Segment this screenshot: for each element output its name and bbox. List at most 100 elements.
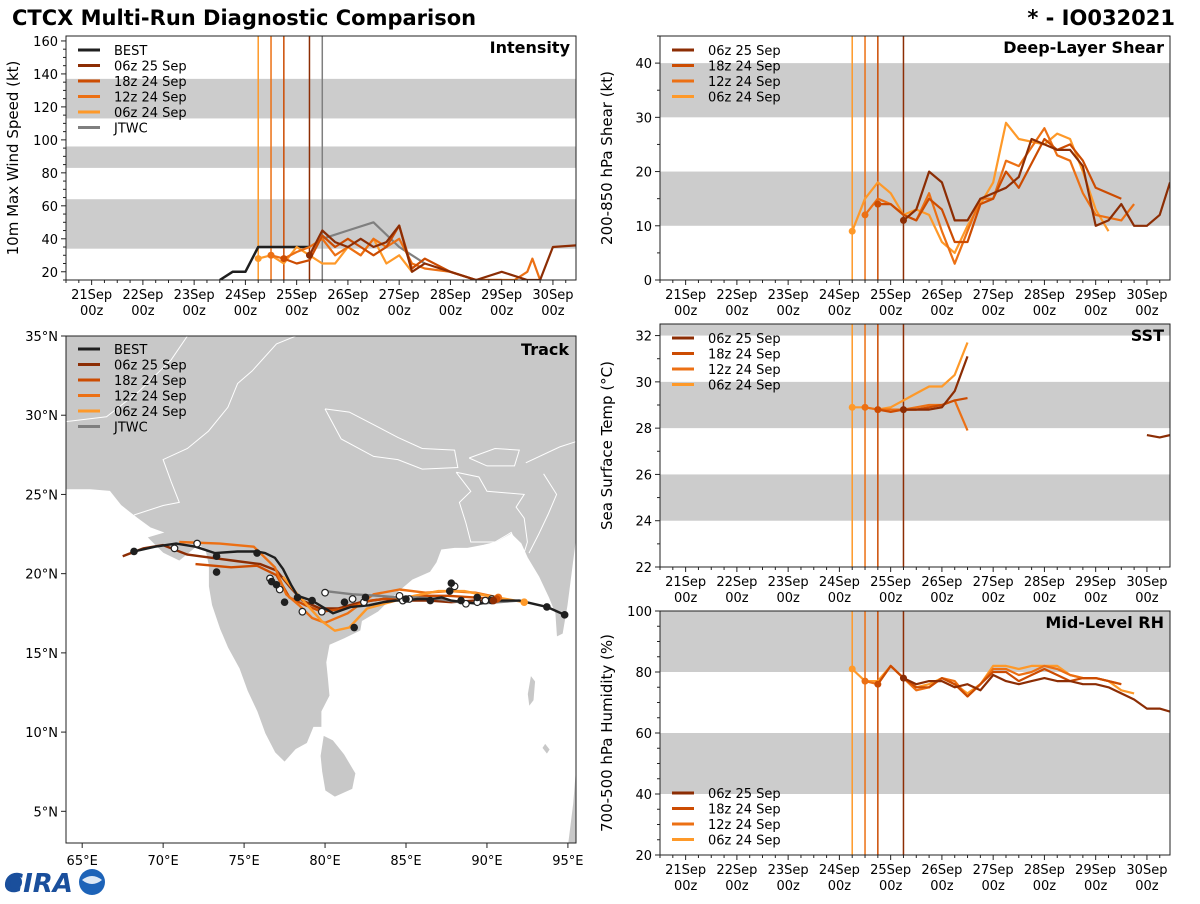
x-tick-hour: 00z: [674, 304, 698, 319]
best-point: [543, 603, 551, 611]
threshold-band: [660, 63, 1170, 118]
x-tick-day: 29Sep: [481, 288, 522, 303]
x-tick-day: 26Sep: [327, 288, 368, 303]
legend-label-run12z24: 12z 24 Sep: [708, 363, 781, 378]
init-point-run06z25: [305, 251, 313, 259]
legend-label-run06z24: 06z 24 Sep: [708, 834, 781, 849]
jtwc-point: [298, 607, 307, 616]
lon-tick-label: 85°E: [390, 854, 421, 869]
jtwc-point: [317, 607, 326, 616]
x-tick-day: 30Sep: [1126, 863, 1167, 878]
x-tick-day: 28Sep: [1024, 863, 1065, 878]
x-tick-hour: 00z: [336, 304, 360, 319]
legend-label-run06z25: 06z 25 Sep: [708, 787, 781, 802]
land-mainland: [66, 336, 576, 763]
legend-label-run06z25: 06z 25 Sep: [114, 359, 187, 374]
legend-label-jtwc: JTWC: [113, 122, 148, 137]
lon-tick-label: 80°E: [309, 854, 340, 869]
x-tick-hour: 00z: [725, 879, 749, 894]
x-tick-day: 25Sep: [870, 863, 911, 878]
best-point: [457, 596, 465, 605]
init-point-run06z25: [899, 216, 907, 224]
x-tick-day: 25Sep: [870, 288, 911, 303]
logo-globe-icon: [6, 874, 22, 890]
x-tick-day: 23Sep: [768, 575, 809, 590]
lon-tick-label: 70°E: [148, 854, 179, 869]
x-tick-day: 24Sep: [819, 863, 860, 878]
x-tick-day: 28Sep: [430, 288, 471, 303]
x-tick-hour: 00z: [776, 591, 800, 606]
init-point-run06z24: [254, 255, 262, 263]
y-tick-label: 10: [635, 220, 652, 235]
series-line-run18z24: [283, 224, 502, 280]
y-tick-label: 40: [41, 233, 58, 248]
land-nicobar: [541, 742, 551, 755]
series-group: [848, 664, 1170, 713]
best-point: [308, 596, 316, 605]
legend-label-run18z24: 18z 24 Sep: [708, 803, 781, 818]
x-tick-day: 23Sep: [174, 288, 215, 303]
x-tick-hour: 00z: [828, 879, 852, 894]
threshold-band: [66, 199, 576, 249]
jtwc-point: [481, 596, 490, 605]
y-tick-label: 22: [635, 561, 652, 576]
panel-title: Deep-Layer Shear: [1003, 38, 1164, 57]
shear-panel: 01020304021Sep00z22Sep00z23Sep00z24Sep00…: [598, 35, 1171, 319]
bands: [66, 78, 576, 249]
x-tick-hour: 00z: [234, 304, 258, 319]
legend-label-run18z24: 18z 24 Sep: [114, 75, 187, 90]
x-tick-day: 23Sep: [768, 288, 809, 303]
x-tick-hour: 00z: [1135, 879, 1159, 894]
x-tick-day: 27Sep: [973, 288, 1014, 303]
y-tick-label: 20: [41, 266, 58, 281]
x-tick-day: 30Sep: [1126, 288, 1167, 303]
plot-background: [660, 324, 1170, 567]
x-tick-hour: 00z: [1135, 304, 1159, 319]
x-tick-hour: 00z: [1033, 591, 1057, 606]
x-tick-day: 27Sep: [379, 288, 420, 303]
x-tick-day: 28Sep: [1024, 288, 1065, 303]
legend-label-run12z24: 12z 24 Sep: [708, 818, 781, 833]
legend-label-run06z25: 06z 25 Sep: [114, 60, 187, 75]
legend-label-jtwc: JTWC: [113, 421, 148, 436]
y-tick-label: 40: [635, 57, 652, 72]
legend-label-run12z24: 12z 24 Sep: [114, 390, 187, 405]
x-tick-day: 29Sep: [1075, 288, 1116, 303]
land-sumatra: [567, 763, 576, 843]
legend-label-run12z24: 12z 24 Sep: [114, 91, 187, 106]
x-tick-hour: 00z: [1135, 591, 1159, 606]
lat-tick-label: 15°N: [25, 647, 58, 662]
x-tick-day: 27Sep: [973, 863, 1014, 878]
x-tick-day: 29Sep: [1075, 575, 1116, 590]
best-point: [280, 598, 289, 606]
border-india-pakistan: [133, 336, 297, 516]
y-axis-label: 200-850 hPa Shear (kt): [598, 71, 616, 245]
threshold-band: [66, 146, 576, 168]
x-tick-day: 26Sep: [921, 288, 962, 303]
y-tick-label: 100: [627, 605, 652, 620]
series-line-run12z24: [270, 237, 542, 280]
legend-label-run06z25: 06z 25 Sep: [708, 332, 781, 347]
panel-title: SST: [1131, 326, 1164, 345]
land-sri-lanka: [319, 734, 357, 798]
y-axis-label: 700-500 hPa Humidity (%): [598, 634, 616, 832]
x-tick-hour: 00z: [80, 304, 104, 319]
x-tick-day: 24Sep: [225, 288, 266, 303]
best-point: [267, 577, 276, 586]
y-tick-label: 120: [33, 101, 58, 116]
y-tick-label: 28: [635, 422, 652, 437]
lat-tick-label: 30°N: [25, 409, 58, 424]
threshold-band: [660, 381, 1170, 429]
track-line-run18z24: [195, 562, 497, 613]
x-tick-hour: 00z: [879, 591, 903, 606]
x-tick-hour: 00z: [1084, 304, 1108, 319]
x-tick-day: 30Sep: [1126, 575, 1167, 590]
lat-tick-label: 20°N: [25, 568, 58, 583]
panel-title: Mid-Level RH: [1045, 613, 1164, 632]
x-tick-day: 21Sep: [665, 575, 706, 590]
x-tick-day: 21Sep: [665, 288, 706, 303]
x-tick-hour: 00z: [725, 304, 749, 319]
x-tick-hour: 00z: [439, 304, 463, 319]
